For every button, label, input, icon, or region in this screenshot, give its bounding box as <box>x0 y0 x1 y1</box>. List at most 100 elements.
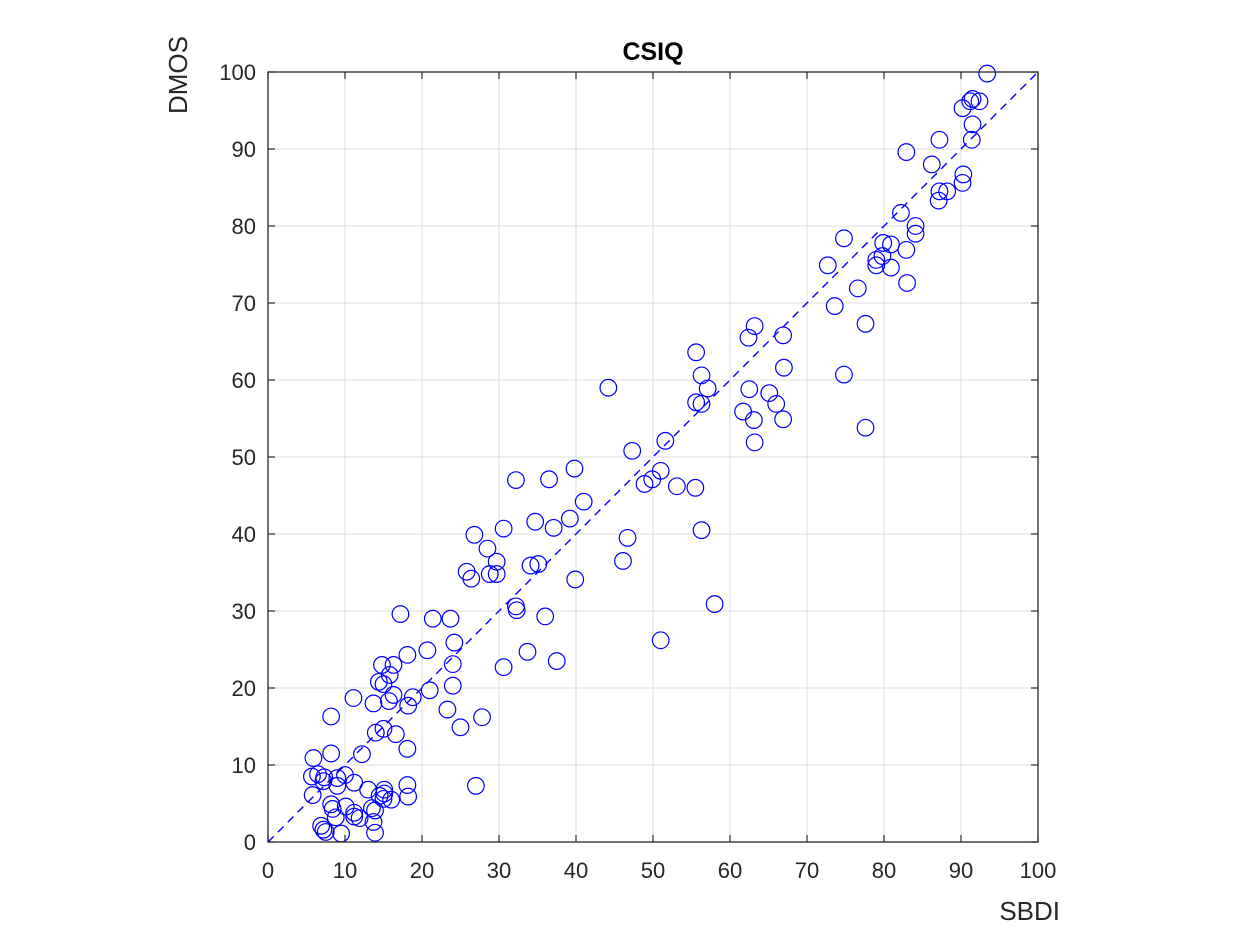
data-point <box>443 655 462 674</box>
data-point <box>363 799 381 818</box>
y-tick-labels: 0 10 20 30 40 50 60 70 80 90 100 <box>219 60 256 855</box>
x-tick-label: 80 <box>872 858 896 883</box>
data-point <box>403 688 422 707</box>
data-point <box>353 745 371 764</box>
data-point <box>386 725 405 744</box>
data-point <box>978 64 997 83</box>
data-point <box>922 155 941 174</box>
y-tick-label: 70 <box>232 291 256 316</box>
data-point <box>560 509 579 528</box>
data-point <box>705 595 724 613</box>
x-tick-label: 30 <box>487 858 511 883</box>
data-point <box>692 394 711 413</box>
data-point <box>328 769 347 787</box>
y-tick-label: 100 <box>219 60 256 85</box>
data-point <box>494 658 513 677</box>
data-point <box>478 539 497 558</box>
data-point <box>418 641 437 660</box>
data-point <box>687 343 706 362</box>
data-point <box>487 565 506 583</box>
data-point <box>507 601 526 620</box>
data-point <box>366 801 384 820</box>
data-point <box>326 808 345 827</box>
data-point <box>391 605 410 623</box>
y-tick-label: 0 <box>244 830 256 855</box>
y-tick-label: 90 <box>232 137 256 162</box>
x-tick-label: 10 <box>333 858 357 883</box>
data-point <box>744 411 763 429</box>
data-point <box>398 645 417 664</box>
data-point <box>328 776 347 795</box>
x-tick-label: 50 <box>641 858 665 883</box>
data-point <box>873 247 892 265</box>
y-tick-label: 20 <box>232 676 256 701</box>
data-point <box>686 478 705 497</box>
data-point <box>547 652 566 670</box>
y-tick-label: 80 <box>232 214 256 239</box>
data-point <box>745 433 764 452</box>
data-point <box>309 765 327 784</box>
data-point <box>774 326 793 345</box>
data-point <box>599 378 618 397</box>
y-tick-label: 40 <box>232 522 256 547</box>
data-point <box>825 297 844 315</box>
data-point <box>398 776 417 794</box>
data-point <box>623 441 642 460</box>
data-point <box>692 521 711 540</box>
data-point <box>962 130 981 149</box>
data-point <box>906 224 925 243</box>
data-point <box>382 790 401 809</box>
data-point <box>856 314 875 333</box>
data-point <box>897 240 916 259</box>
data-point <box>399 787 418 806</box>
data-point <box>304 749 323 767</box>
data-point <box>443 676 462 695</box>
data-point <box>423 609 442 628</box>
data-point <box>898 274 916 292</box>
data-point <box>874 234 893 252</box>
data-point <box>366 823 384 842</box>
data-point <box>399 696 418 715</box>
data-point <box>384 656 403 674</box>
data-point <box>818 256 837 275</box>
data-point <box>374 675 393 694</box>
data-point <box>465 525 484 544</box>
y-tick-label: 30 <box>232 599 256 624</box>
data-point <box>963 90 982 108</box>
data-point <box>445 633 464 652</box>
data-point <box>384 686 403 704</box>
data-point <box>614 552 632 570</box>
data-point <box>930 182 949 201</box>
data-point <box>835 229 853 248</box>
data-point <box>303 786 322 804</box>
chart-title: CSIQ <box>622 38 683 66</box>
data-point <box>574 492 593 511</box>
data-point <box>540 470 558 489</box>
data-point <box>760 384 779 402</box>
data-point <box>451 718 470 737</box>
data-point <box>441 609 460 628</box>
y-tick-label: 10 <box>232 753 256 778</box>
data-point <box>566 570 585 589</box>
data-point <box>740 380 759 399</box>
data-point <box>467 776 485 795</box>
data-point <box>867 250 886 269</box>
data-points <box>302 64 997 843</box>
data-point <box>835 365 853 384</box>
data-point <box>420 681 439 700</box>
data-point <box>848 279 867 298</box>
data-point <box>344 689 363 707</box>
data-point <box>518 642 537 661</box>
data-point <box>521 556 540 575</box>
data-point <box>892 204 910 222</box>
data-point <box>953 99 972 118</box>
data-point <box>906 217 925 235</box>
axis-ticks <box>267 71 1039 843</box>
data-point <box>438 700 457 719</box>
data-point <box>526 512 545 531</box>
data-point <box>480 565 499 583</box>
data-point <box>954 165 973 184</box>
data-point <box>322 744 341 763</box>
data-point <box>882 235 900 254</box>
